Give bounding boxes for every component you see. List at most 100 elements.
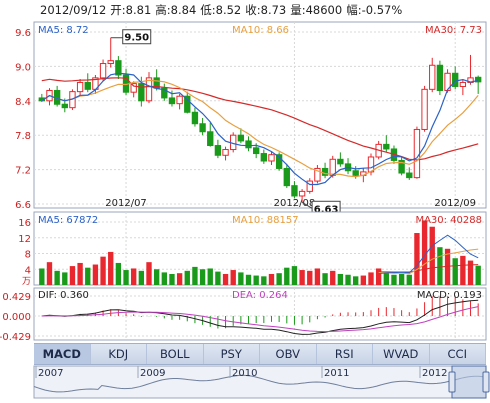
volume-ma10-line: [378, 248, 479, 275]
header-date: 2012/09/12: [40, 3, 107, 17]
volume-bar: [245, 274, 252, 285]
macd-value-legend: MACD: 0.193: [417, 290, 482, 301]
volume-bar: [261, 276, 267, 285]
volume-bar: [421, 220, 428, 285]
price-x-tick-label: 2012/08: [274, 198, 316, 209]
candle-body: [115, 60, 122, 76]
header-high-label: 高:: [155, 3, 171, 17]
navigator-right-handle[interactable]: [482, 371, 490, 393]
volume-bar: [360, 275, 367, 285]
volume-bar: [467, 260, 474, 285]
candle-body: [191, 111, 199, 125]
price-ma10-legend: MA10: 8.66: [232, 25, 289, 36]
candle-body: [268, 154, 275, 162]
volume-bar: [169, 273, 175, 285]
ma5-line: [41, 72, 479, 186]
volume-bar: [77, 262, 83, 285]
ma30-line: [41, 77, 479, 161]
volume-bar: [429, 226, 435, 285]
volume-y-tick-label: 4: [25, 265, 31, 276]
candle-body: [222, 149, 229, 156]
tab-rsi[interactable]: RSI: [317, 344, 373, 364]
volume-bar: [238, 272, 244, 285]
price-y-tick-label: 9.0: [15, 62, 31, 73]
candle-body: [260, 153, 268, 162]
volume-bar: [230, 270, 236, 285]
volume-bar: [176, 273, 183, 285]
volume-bar: [153, 269, 160, 285]
volume-ma30-line: [378, 264, 479, 273]
volume-bar: [108, 251, 114, 285]
macd-y-tick-label: -0.429: [0, 332, 31, 343]
volume-ma10-legend: MA10: 88157: [232, 215, 299, 226]
candle-body: [161, 87, 168, 99]
volume-y-tick-label: 12: [18, 234, 31, 245]
price-x-tick-label: 2012/07: [105, 198, 147, 209]
volume-bar: [207, 268, 213, 285]
candle-body: [275, 154, 283, 169]
navigator-year-label: 2011: [324, 368, 349, 379]
volume-bar: [437, 247, 443, 285]
tab-boll[interactable]: BOLL: [147, 344, 204, 364]
macd-dea-legend: DEA: 0.264: [232, 290, 288, 301]
candle-body: [84, 81, 91, 90]
header-volume-label: 量:: [290, 3, 306, 17]
candle-body: [291, 185, 298, 197]
navigator-left-handle[interactable]: [448, 371, 456, 393]
navigator-year-label: 2010: [232, 368, 257, 379]
price-y-tick-label: 9.6: [15, 28, 31, 39]
header-high: 8.84: [170, 3, 197, 17]
macd-y-tick-label: 0.429: [2, 292, 31, 303]
candle-body: [329, 158, 336, 176]
volume-bar: [62, 272, 68, 285]
high-marker-box: [122, 29, 152, 45]
volume-bar: [406, 274, 412, 285]
volume-bar: [100, 256, 106, 285]
tab-psy[interactable]: PSY: [204, 344, 260, 364]
volume-bar: [391, 274, 397, 285]
volume-bar: [330, 270, 336, 285]
volume-bar: [138, 270, 145, 285]
low-marker-leader: [301, 201, 313, 209]
price-ma30-legend: MA30: 7.73: [425, 25, 482, 36]
tab-obv[interactable]: OBV: [260, 344, 317, 364]
header-open-label: 开:: [110, 3, 126, 17]
candle-body: [459, 81, 467, 87]
volume-bar: [291, 266, 298, 285]
volume-ma5-legend: MA5: 67872: [38, 215, 98, 226]
volume-bar: [337, 273, 344, 285]
candle-body: [237, 134, 245, 142]
header-low: 8.52: [215, 3, 242, 17]
volume-bar: [383, 271, 389, 285]
volume-bar: [375, 268, 382, 285]
price-y-tick-label: 6.6: [15, 200, 31, 211]
volume-bar: [322, 273, 328, 285]
volume-bar: [314, 268, 321, 285]
macd-dif-legend: DIF: 0.360: [38, 290, 89, 301]
tab-cci[interactable]: CCI: [430, 344, 486, 364]
price-x-tick-label: 2012/09: [434, 198, 476, 209]
tab-macd[interactable]: MACD: [34, 344, 91, 364]
candle-body: [421, 88, 428, 130]
macd-y-tick-label: 0.000: [2, 312, 31, 323]
tab-kdj[interactable]: KDJ: [91, 344, 147, 364]
candle-body: [436, 64, 444, 91]
tab-wvad[interactable]: WVAD: [373, 344, 430, 364]
candle-body: [321, 167, 329, 176]
volume-bar: [69, 266, 76, 285]
navigator-overview-line: [33, 374, 487, 393]
candle-body: [283, 167, 290, 187]
ohlc-header: 2012/09/12 开:8.81 高:8.84 低:8.52 收:8.73 量:4860…: [40, 2, 406, 18]
volume-bar: [268, 273, 275, 285]
volume-bar: [92, 264, 99, 285]
volume-bar: [452, 258, 458, 285]
volume-bar: [345, 274, 351, 285]
candle-body: [337, 158, 344, 165]
volume-bar: [146, 262, 152, 285]
volume-ma5-line: [378, 234, 479, 274]
header-volume: 48600: [305, 3, 343, 17]
price-y-tick-label: 8.4: [15, 97, 31, 108]
volume-bar: [299, 270, 305, 285]
volume-bar: [460, 255, 466, 285]
